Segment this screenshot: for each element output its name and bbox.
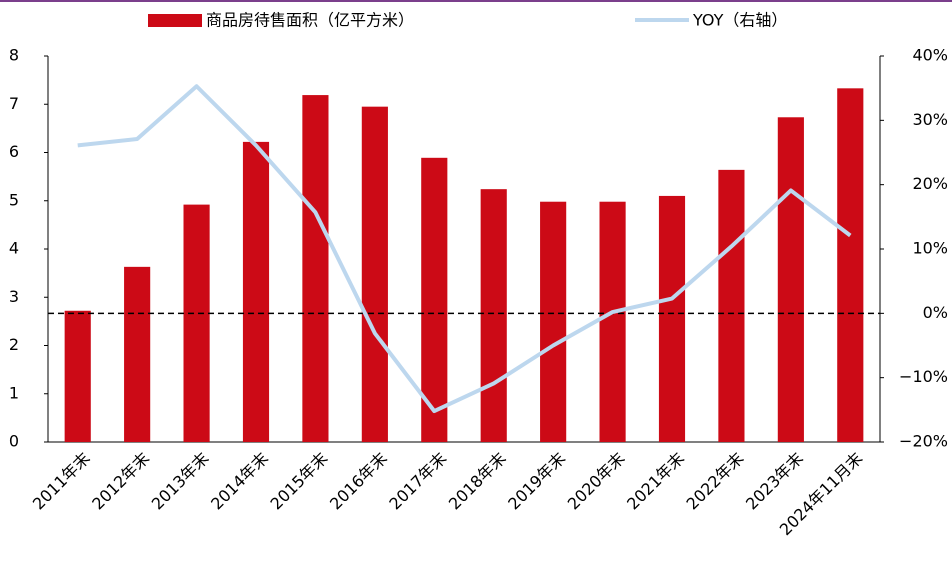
y2-tick-label: −10% (899, 367, 948, 386)
y2-tick-label: 0% (923, 303, 948, 322)
bar (124, 266, 151, 442)
bar (183, 204, 210, 442)
y-tick-label: 3 (9, 287, 19, 306)
y2-tick-label: 40% (912, 46, 948, 65)
x-tick-label: 2014年末 (207, 449, 272, 514)
y-tick-label: 7 (9, 94, 19, 113)
bar (480, 189, 507, 442)
legend-label: YOY（右轴） (692, 11, 787, 30)
x-tick-label: 2012年末 (88, 449, 153, 514)
x-tick-label: 2019年末 (504, 449, 569, 514)
y2-tick-label: 20% (912, 174, 948, 193)
x-tick-label: 2021年末 (623, 449, 688, 514)
bar (302, 95, 329, 443)
y-tick-label: 6 (9, 142, 19, 161)
y2-tick-label: 10% (912, 239, 948, 258)
y-tick-label: 0 (9, 432, 19, 451)
legend-swatch (148, 14, 202, 27)
bar (421, 157, 448, 442)
x-tick-label: 2015年末 (267, 449, 332, 514)
bar (777, 117, 804, 442)
x-tick-label: 2020年末 (564, 449, 629, 514)
legend-label: 商品房待售面积（亿平方米） (206, 11, 414, 30)
bar (718, 169, 745, 442)
x-tick-label: 2022年末 (683, 449, 748, 514)
y-tick-label: 5 (9, 190, 19, 209)
x-tick-label: 2017年末 (385, 449, 450, 514)
x-tick-label: 2013年末 (148, 449, 213, 514)
y2-tick-label: 30% (912, 110, 948, 129)
y-tick-label: 1 (9, 383, 19, 402)
yoy-line (77, 84, 852, 414)
bar (242, 141, 270, 442)
y-tick-label: 4 (9, 239, 19, 258)
y2-tick-label: −20% (899, 432, 948, 451)
bar (658, 195, 686, 442)
x-tick-label: 2018年末 (445, 449, 510, 514)
y-tick-label: 2 (9, 335, 19, 354)
bar (540, 201, 567, 442)
x-tick-label: 2011年末 (29, 449, 94, 514)
bar (599, 201, 626, 442)
bar (64, 310, 91, 442)
y-tick-label: 8 (9, 46, 19, 65)
x-tick-label: 2016年末 (326, 449, 391, 514)
bar (837, 88, 864, 442)
bar (361, 106, 388, 442)
